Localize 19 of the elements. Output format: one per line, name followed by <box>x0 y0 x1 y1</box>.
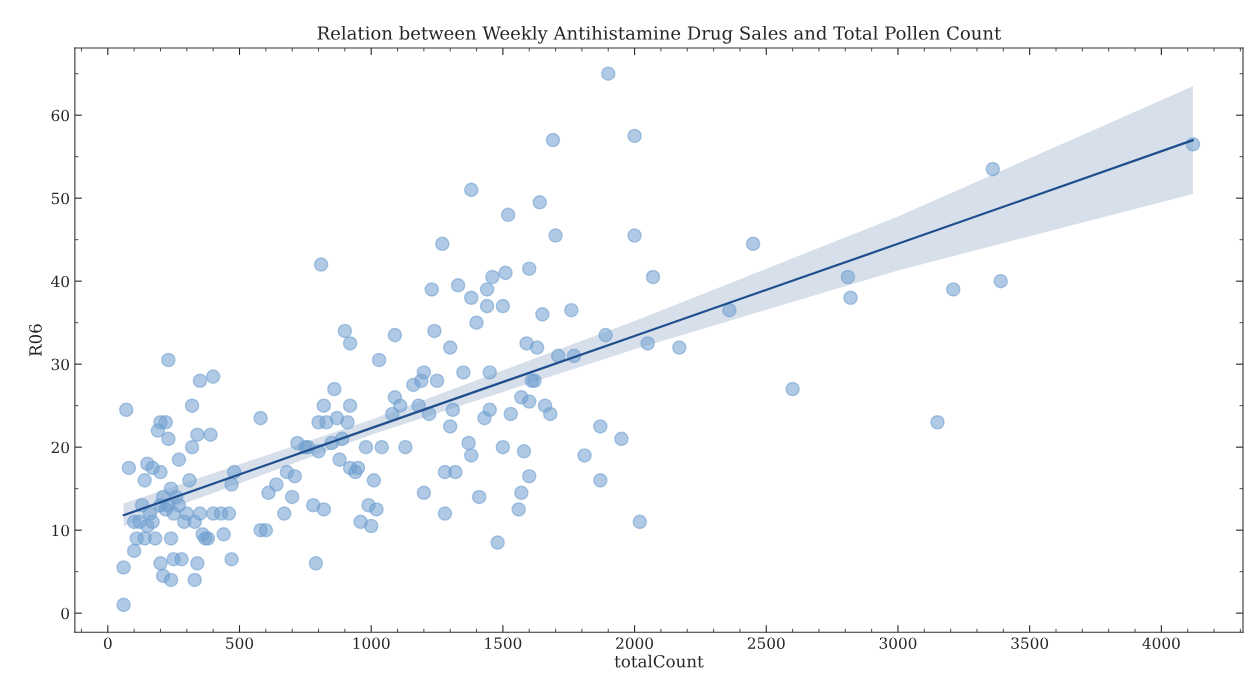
y-tick-label: 60 <box>51 109 69 122</box>
x-tick-label: 500 <box>226 637 254 649</box>
x-tick-label: 4000 <box>1142 637 1180 649</box>
y-tick-label: 0 <box>61 607 69 620</box>
chart-title: Relation between Weekly Antihistamine Drug Sales and Total Pollen Count <box>317 25 1002 44</box>
x-tick-label: 3000 <box>879 637 917 649</box>
y-tick-label: 50 <box>51 192 69 205</box>
x-tick-label: 2500 <box>747 637 785 649</box>
y-tick-label: 30 <box>51 358 69 371</box>
x-tick-label: 0 <box>103 637 112 649</box>
x-tick-label: 1500 <box>485 637 522 649</box>
y-tick-label: 20 <box>51 441 69 454</box>
x-tick-label: 1000 <box>353 637 390 649</box>
y-tick-label: 10 <box>52 524 69 537</box>
x-axis-title: totalCount <box>614 654 704 668</box>
y-tick-label: 40 <box>51 275 69 288</box>
x-tick-label: 3500 <box>1011 637 1049 649</box>
y-axis-title: R06 <box>29 324 42 357</box>
x-tick-label: 2000 <box>616 637 654 649</box>
